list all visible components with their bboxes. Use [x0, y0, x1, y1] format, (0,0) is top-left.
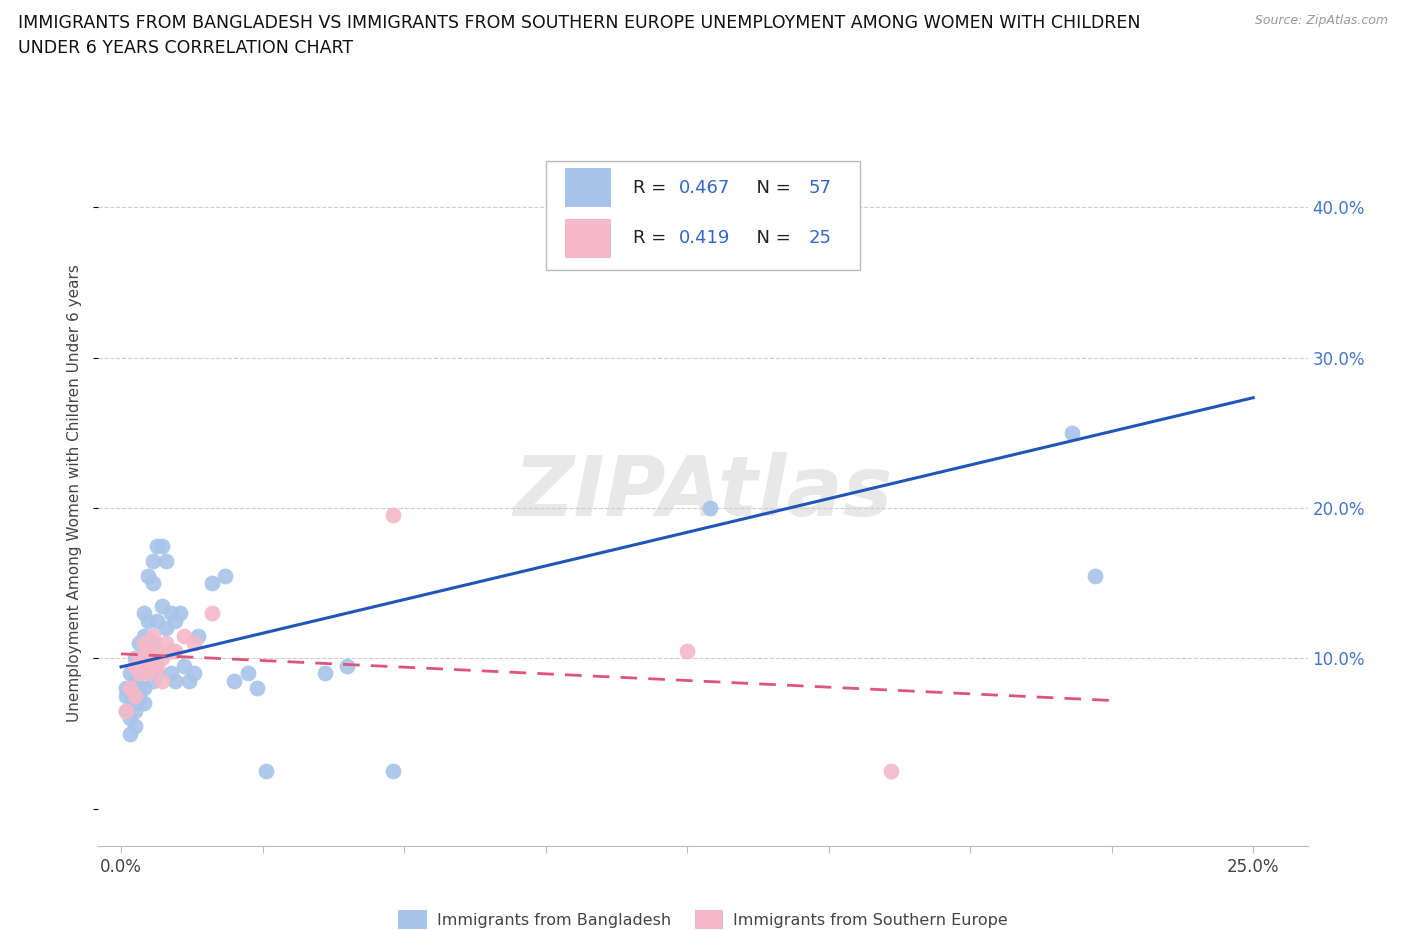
Point — [142, 553, 165, 568]
Point — [187, 629, 209, 644]
Point — [880, 764, 903, 778]
Text: R =: R = — [633, 230, 672, 247]
Point — [132, 605, 155, 620]
Point — [169, 605, 191, 620]
Point — [124, 703, 146, 718]
Point — [150, 651, 173, 666]
Point — [381, 764, 404, 778]
Point — [132, 696, 155, 711]
Y-axis label: Unemployment Among Women with Children Under 6 years: Unemployment Among Women with Children U… — [67, 264, 83, 722]
Point — [132, 629, 155, 644]
Text: N =: N = — [745, 179, 797, 196]
Point — [699, 500, 721, 515]
Point — [155, 636, 177, 651]
Point — [136, 666, 159, 681]
Point — [150, 598, 173, 613]
Point — [120, 688, 142, 703]
Point — [811, 222, 834, 237]
Point — [128, 651, 150, 666]
Point — [155, 621, 177, 636]
Point — [165, 613, 187, 628]
Text: N =: N = — [745, 230, 797, 247]
Point — [136, 613, 159, 628]
Bar — [565, 168, 612, 207]
Point — [132, 658, 155, 673]
Point — [183, 636, 205, 651]
Point — [128, 666, 150, 681]
Point — [1062, 425, 1084, 440]
Point — [114, 703, 136, 718]
Text: ZIPAtlas: ZIPAtlas — [513, 452, 893, 534]
Point — [160, 666, 183, 681]
Point — [336, 658, 359, 673]
FancyBboxPatch shape — [546, 161, 860, 271]
Point — [173, 658, 195, 673]
Point — [201, 605, 224, 620]
Point — [676, 644, 699, 658]
Point — [124, 651, 146, 666]
Point — [120, 681, 142, 696]
Point — [120, 726, 142, 741]
Point — [124, 688, 146, 703]
Point — [177, 673, 200, 688]
Point — [160, 605, 183, 620]
Point — [146, 644, 169, 658]
Point — [224, 673, 246, 688]
Text: 0.419: 0.419 — [679, 230, 730, 247]
Point — [142, 636, 165, 651]
Text: 0.467: 0.467 — [679, 179, 730, 196]
Point — [132, 658, 155, 673]
Point — [128, 681, 150, 696]
Point — [246, 681, 269, 696]
Point — [150, 673, 173, 688]
Text: UNDER 6 YEARS CORRELATION CHART: UNDER 6 YEARS CORRELATION CHART — [18, 39, 353, 57]
Point — [124, 673, 146, 688]
Legend: Immigrants from Bangladesh, Immigrants from Southern Europe: Immigrants from Bangladesh, Immigrants f… — [392, 904, 1014, 930]
Point — [128, 696, 150, 711]
Point — [124, 696, 146, 711]
Point — [120, 711, 142, 726]
Text: 57: 57 — [808, 179, 831, 196]
Text: 25: 25 — [808, 230, 831, 247]
Point — [150, 538, 173, 553]
Point — [155, 553, 177, 568]
Point — [114, 703, 136, 718]
Point — [114, 688, 136, 703]
Point — [142, 629, 165, 644]
Point — [201, 576, 224, 591]
Point — [124, 719, 146, 734]
Point — [128, 636, 150, 651]
Point — [160, 644, 183, 658]
Point — [165, 644, 187, 658]
Point — [165, 673, 187, 688]
Point — [146, 666, 169, 681]
Point — [142, 576, 165, 591]
Point — [146, 538, 169, 553]
Point — [146, 613, 169, 628]
Point — [381, 508, 404, 523]
Point — [132, 636, 155, 651]
Point — [128, 658, 150, 673]
Point — [236, 666, 259, 681]
Point — [146, 658, 169, 673]
Point — [124, 658, 146, 673]
Point — [314, 666, 336, 681]
Text: Source: ZipAtlas.com: Source: ZipAtlas.com — [1254, 14, 1388, 27]
Point — [1084, 568, 1107, 583]
Text: R =: R = — [633, 179, 672, 196]
Text: IMMIGRANTS FROM BANGLADESH VS IMMIGRANTS FROM SOUTHERN EUROPE UNEMPLOYMENT AMONG: IMMIGRANTS FROM BANGLADESH VS IMMIGRANTS… — [18, 14, 1140, 32]
Point — [254, 764, 277, 778]
Point — [173, 629, 195, 644]
Point — [132, 681, 155, 696]
Point — [183, 666, 205, 681]
Point — [114, 681, 136, 696]
Bar — [565, 219, 612, 258]
Point — [120, 666, 142, 681]
Point — [142, 658, 165, 673]
Point — [136, 651, 159, 666]
Point — [142, 673, 165, 688]
Point — [136, 568, 159, 583]
Point — [214, 568, 236, 583]
Point — [136, 644, 159, 658]
